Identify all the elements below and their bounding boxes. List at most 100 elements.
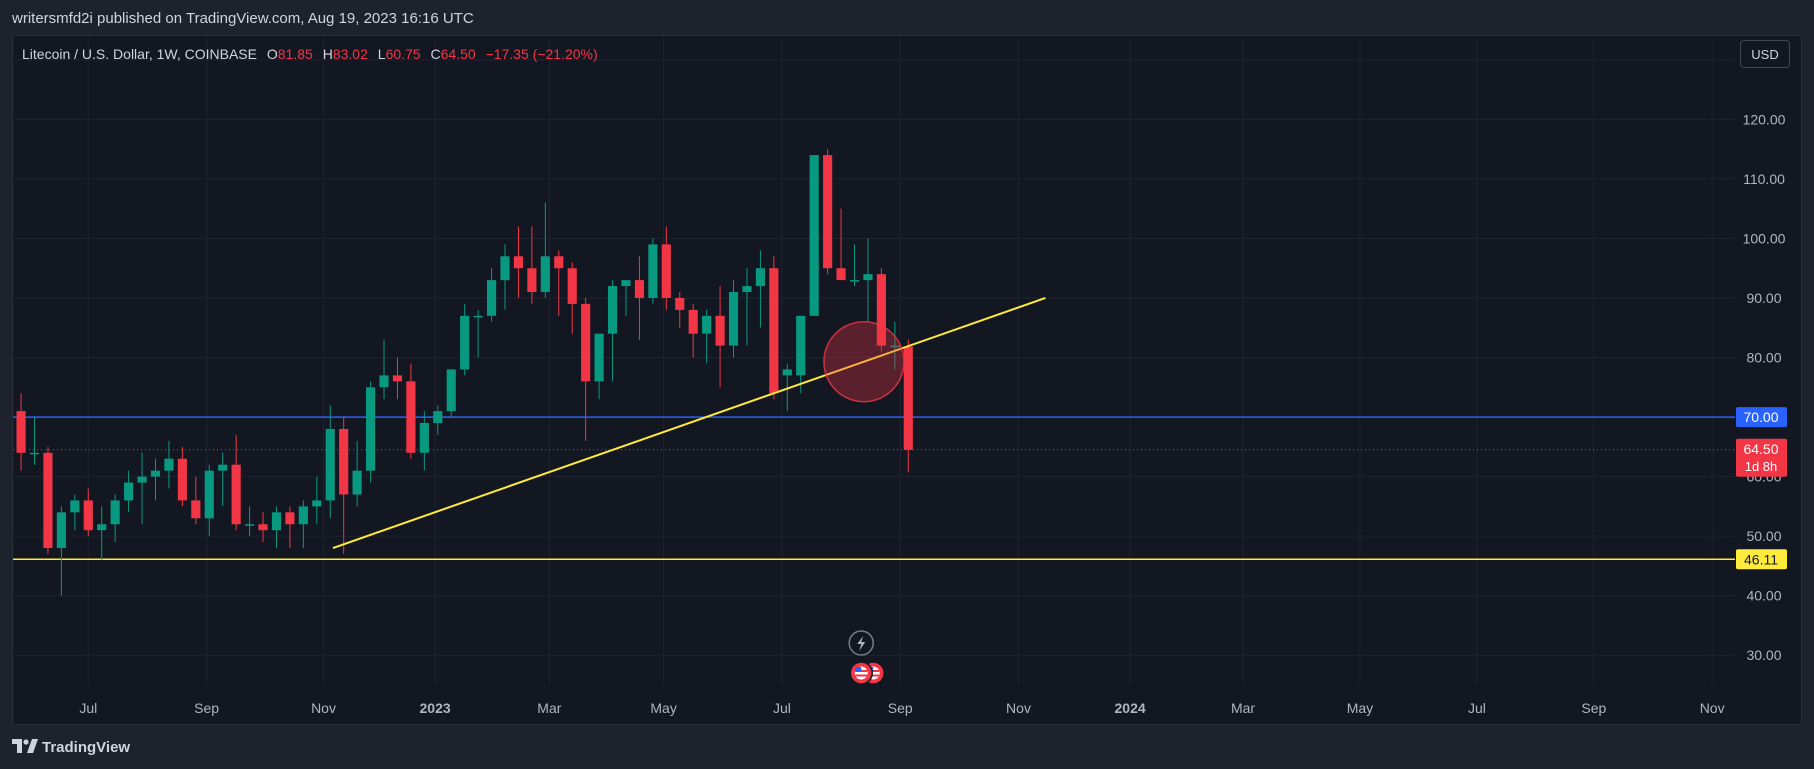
- candle-body: [634, 280, 644, 298]
- x-tick-label: May: [1347, 700, 1373, 716]
- candle-body: [742, 286, 752, 293]
- candle-body: [863, 274, 873, 281]
- tradingview-brand[interactable]: TradingView: [42, 739, 131, 756]
- countdown-label: 1d 8h: [1745, 459, 1778, 474]
- candle-body: [419, 423, 429, 453]
- candle-body: [177, 458, 187, 501]
- us-flag-icon: [855, 674, 868, 677]
- candle-body: [500, 256, 510, 281]
- price-label: 70.00: [1743, 409, 1778, 425]
- candle-body: [271, 512, 282, 531]
- y-tick-label: 110.00: [1743, 171, 1785, 187]
- us-flag-icon: [867, 674, 880, 677]
- candle-body: [702, 315, 712, 334]
- x-tick-label: Sep: [1581, 700, 1606, 716]
- candle-body: [218, 464, 228, 471]
- currency-button[interactable]: USD: [1740, 40, 1790, 68]
- candle-body: [352, 470, 362, 495]
- candle-body: [554, 256, 564, 269]
- x-tick-label: 2024: [1115, 700, 1146, 716]
- candle-body: [836, 268, 846, 281]
- candle-body: [661, 244, 671, 298]
- candle-body: [325, 428, 335, 501]
- price-label-box: [1736, 549, 1787, 570]
- candle-body: [460, 315, 470, 370]
- x-tick-label: Sep: [194, 700, 219, 716]
- candle-body: [540, 256, 550, 293]
- candle-body: [392, 375, 403, 382]
- price-label-box: [1736, 438, 1787, 477]
- symbol-name[interactable]: Litecoin / U.S. Dollar, 1W, COINBASE: [22, 46, 257, 62]
- x-tick-label: Mar: [537, 700, 561, 716]
- candle-body: [231, 464, 241, 525]
- close-label: C: [430, 46, 441, 62]
- candle-body: [809, 155, 819, 316]
- close-value: 64.50: [440, 46, 476, 62]
- x-tick-label: Nov: [311, 700, 336, 716]
- candle-body: [29, 452, 40, 455]
- x-tick-label: Jul: [79, 700, 97, 716]
- us-flag-icon: [855, 667, 862, 672]
- candle-body: [621, 280, 631, 287]
- candle-body: [433, 411, 443, 424]
- candle-body: [513, 256, 524, 269]
- y-tick-label: 30.00: [1746, 647, 1781, 663]
- y-tick-label: 80.00: [1746, 350, 1781, 366]
- candle-body: [191, 500, 201, 519]
- candle-body: [110, 500, 120, 525]
- candle-body: [715, 315, 725, 346]
- candle-body: [796, 315, 806, 376]
- candle-body: [70, 500, 80, 513]
- candle-body: [16, 411, 26, 453]
- candle-body: [849, 280, 860, 282]
- x-tick-label: Nov: [1006, 700, 1031, 716]
- candle-body: [876, 274, 886, 346]
- x-tick-label: 2023: [420, 700, 451, 716]
- low-value: 60.75: [385, 46, 421, 62]
- candle-body: [648, 244, 658, 298]
- highlight-circle: [823, 320, 905, 403]
- candle-body: [137, 476, 147, 483]
- y-tick-label: 120.00: [1743, 111, 1786, 127]
- candle-body: [56, 512, 66, 549]
- price-label: 64.50: [1743, 441, 1778, 457]
- candle-body: [83, 500, 93, 531]
- candle-body: [527, 268, 537, 293]
- candle-body: [890, 345, 900, 348]
- candle-body: [823, 155, 833, 269]
- y-tick-label: 90.00: [1746, 290, 1781, 306]
- candle-body: [607, 286, 618, 334]
- candle-body: [97, 524, 107, 531]
- x-tick-label: Jul: [773, 700, 791, 716]
- candle-body: [339, 428, 349, 495]
- high-label: H: [322, 46, 333, 62]
- chart-legend: Litecoin / U.S. Dollar, 1W, COINBASE O81…: [22, 46, 598, 62]
- candle-body: [245, 524, 255, 526]
- footer-bar: [0, 726, 1814, 769]
- lightning-icon: [857, 636, 866, 651]
- candle-body: [769, 268, 779, 394]
- candle-body: [594, 333, 604, 382]
- candle-body: [903, 346, 913, 450]
- price-label: 46.11: [1744, 551, 1778, 567]
- tradingview-logo-icon[interactable]: [12, 738, 38, 754]
- y-tick-label: 40.00: [1746, 588, 1781, 604]
- candle-body: [473, 315, 483, 318]
- candle-body: [298, 506, 308, 525]
- top-bar: [0, 0, 1814, 34]
- candle-body: [150, 470, 161, 477]
- y-tick-label: 100.00: [1743, 230, 1786, 246]
- candle-body: [124, 482, 134, 501]
- candle-body: [728, 292, 739, 346]
- candle-body: [258, 524, 268, 531]
- candle-body: [567, 268, 577, 304]
- published-info: writersmfd2i published on TradingView.co…: [12, 10, 474, 27]
- open-value: 81.85: [277, 46, 313, 62]
- price-label-box: [1736, 407, 1787, 428]
- candle-body: [782, 369, 792, 376]
- candle-body: [755, 268, 765, 287]
- candle-body: [204, 470, 214, 519]
- candle-body: [581, 303, 591, 382]
- candle-body: [446, 369, 456, 412]
